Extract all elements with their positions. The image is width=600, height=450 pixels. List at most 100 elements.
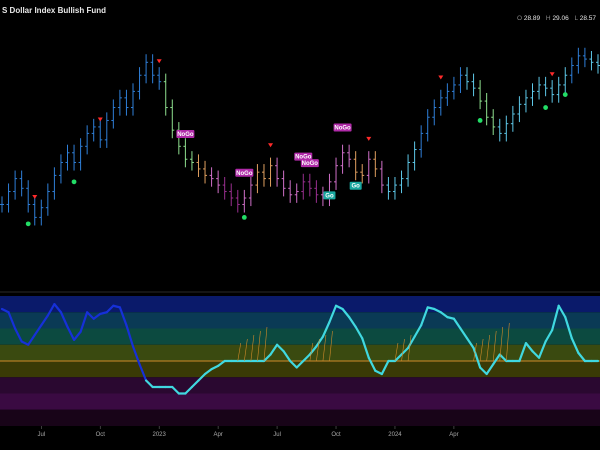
osc-segment (551, 304, 560, 332)
osc-segment (92, 312, 102, 320)
osc-segment (472, 346, 482, 369)
up-dot-marker (477, 118, 483, 123)
osc-segment (348, 316, 357, 328)
osc-segment (315, 335, 325, 348)
osc-segment (380, 359, 390, 376)
osc-segment (446, 316, 456, 320)
down-arrow-marker (438, 75, 444, 80)
down-arrow-marker (97, 117, 103, 122)
osc-segment (0, 307, 10, 314)
osc-band (0, 393, 600, 410)
osc-segment (577, 351, 587, 363)
x-tick-label: Apr (449, 432, 458, 438)
osc-segment (210, 364, 220, 371)
open-label: O (516, 15, 523, 22)
osc-retest-line (499, 326, 504, 362)
osc-retest-line (506, 322, 510, 362)
osc-segment (33, 324, 43, 337)
osc-segment (413, 324, 423, 338)
osc-segment (59, 311, 69, 328)
osc-segment (13, 327, 23, 343)
osc-band (0, 296, 600, 313)
x-tick-label: Oct (96, 432, 106, 438)
osc-segment (367, 356, 377, 372)
osc-retest-line (257, 330, 261, 362)
osc-segment (190, 379, 200, 389)
x-tick-label: 2023 (153, 432, 167, 438)
up-dot-marker (562, 92, 568, 98)
signal-tag-box (323, 191, 336, 200)
osc-segment (544, 329, 554, 343)
osc-segment (302, 353, 311, 363)
osc-segment (72, 330, 82, 341)
osc-band (0, 312, 600, 329)
osc-segment (275, 343, 285, 353)
chart-title: S Dollar Index Bullish Fund (2, 6, 107, 15)
osc-segment (479, 366, 488, 376)
osc-segment (46, 303, 56, 317)
osc-retest-line (250, 334, 255, 362)
osc-segment (295, 359, 305, 369)
osc-retest-line (316, 338, 320, 362)
osc-segment (406, 335, 416, 350)
osc-segment (361, 337, 370, 359)
signal-tag-label: Go (325, 193, 334, 199)
osc-segment (217, 359, 226, 367)
signal-tag-label: NoGo (236, 171, 253, 177)
down-arrow-marker (32, 195, 38, 199)
osc-segment (125, 324, 135, 348)
osc-segment (138, 363, 148, 382)
open-value: 28.89 (523, 15, 541, 22)
x-tick-label: Jul (37, 432, 45, 438)
oscillator-pane (0, 303, 600, 395)
osc-retest-line (237, 342, 242, 362)
signal-tag-label: NoGo (302, 161, 319, 167)
osc-segment (282, 350, 292, 363)
osc-segment (570, 337, 580, 354)
x-tick-label: 2024 (388, 432, 402, 438)
high-label: H (545, 15, 551, 22)
osc-segment (393, 353, 403, 363)
osc-retest-line (263, 326, 268, 362)
ohlc-readout: O 28.89 H 29.06 L 28.57 (513, 15, 596, 22)
osc-retest-line (486, 334, 490, 362)
osc-retest-line (309, 342, 314, 362)
down-arrow-marker (366, 136, 372, 141)
osc-segment (439, 311, 449, 319)
low-label: L (574, 15, 578, 22)
signal-tag-box (333, 123, 352, 132)
osc-segment (537, 340, 547, 359)
osc-band (0, 361, 600, 378)
low-value: 28.57 (579, 15, 596, 22)
osc-segment (433, 307, 442, 314)
signal-tag-label: NoGo (334, 126, 351, 132)
osc-retest-line (479, 338, 484, 362)
osc-retest-line (401, 338, 405, 362)
signal-tag-label: Go (351, 184, 360, 190)
x-axis: Jul Oct 2023 Apr Jul Oct 2024 Apr (37, 426, 459, 438)
osc-band (0, 328, 600, 345)
osc-retest-line (329, 330, 333, 362)
price-bars (0, 47, 600, 226)
osc-segment (118, 306, 128, 327)
osc-segment (105, 304, 115, 314)
osc-segment (321, 320, 331, 338)
osc-segment (420, 306, 429, 327)
signal-tag-box (235, 168, 254, 177)
osc-segment (262, 353, 272, 363)
osc-segment (328, 304, 338, 324)
osc-segment (171, 385, 180, 395)
osc-segment (27, 333, 36, 346)
osc-segment (99, 311, 108, 315)
osc-segment (334, 304, 344, 311)
osc-segment (112, 304, 121, 309)
osc-segment (66, 325, 76, 341)
osc-segment (374, 369, 383, 376)
osc-retest-line (394, 342, 399, 362)
osc-segment (289, 359, 298, 369)
x-tick-label: Apr (213, 432, 222, 438)
up-dot-marker (543, 105, 549, 110)
osc-retest-line (407, 334, 412, 362)
up-dot-marker (25, 221, 31, 227)
